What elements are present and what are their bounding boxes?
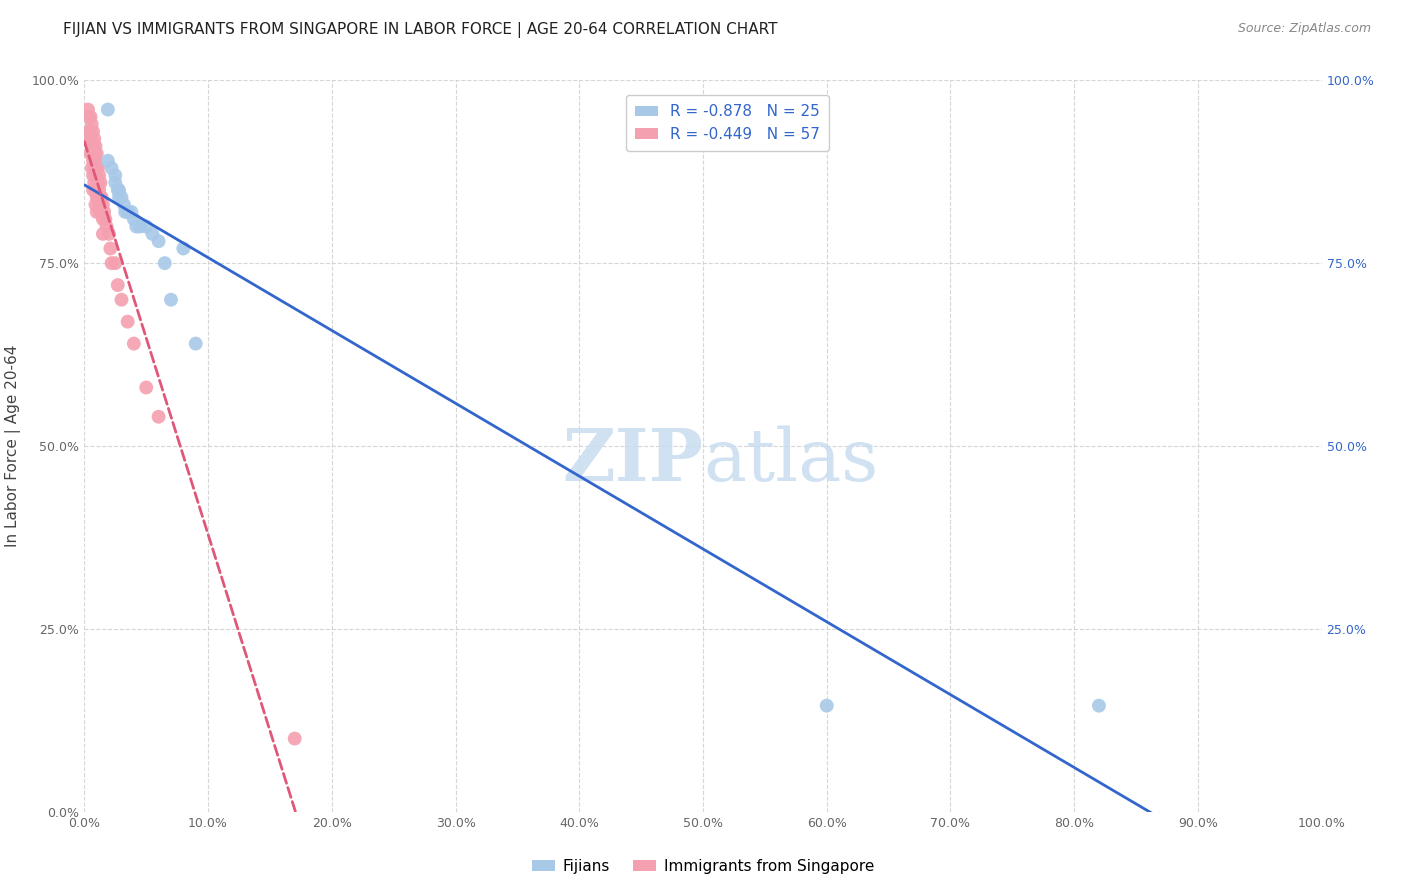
Point <box>79 146 101 161</box>
Point <box>82 139 104 153</box>
Point <box>89 197 111 211</box>
Point <box>112 197 135 211</box>
Point <box>82 153 104 168</box>
Point <box>82 183 104 197</box>
Point <box>80 146 103 161</box>
Point <box>125 219 148 234</box>
Point <box>84 139 107 153</box>
Point <box>110 293 132 307</box>
Point <box>79 124 101 138</box>
Point <box>172 242 194 256</box>
Point <box>107 183 129 197</box>
Point <box>120 205 142 219</box>
Point <box>77 103 100 117</box>
Point <box>80 161 103 175</box>
Point <box>98 242 121 256</box>
Point <box>104 176 127 190</box>
Point <box>94 212 117 227</box>
Point <box>104 169 127 183</box>
Point <box>107 278 129 293</box>
Point <box>91 212 114 227</box>
Point <box>93 205 115 219</box>
Text: ZIP: ZIP <box>562 425 703 496</box>
Legend: R = -0.878   N = 25, R = -0.449   N = 57: R = -0.878 N = 25, R = -0.449 N = 57 <box>626 95 830 152</box>
Point <box>135 219 157 234</box>
Point <box>90 190 112 204</box>
Point <box>153 256 176 270</box>
Point <box>98 227 121 241</box>
Text: atlas: atlas <box>703 425 879 496</box>
Point <box>82 169 104 183</box>
Point <box>79 110 101 124</box>
Point <box>82 124 104 138</box>
Point <box>122 212 145 227</box>
Point <box>79 132 101 146</box>
Point <box>135 380 157 394</box>
Point <box>86 190 108 204</box>
Point <box>160 293 183 307</box>
Point <box>1088 698 1111 713</box>
Point <box>87 161 110 175</box>
Point <box>79 124 101 138</box>
Point <box>97 153 120 168</box>
Point <box>89 169 111 183</box>
Point <box>83 176 105 190</box>
Point <box>86 161 108 175</box>
Point <box>91 227 114 241</box>
Point <box>104 256 127 270</box>
Point <box>100 161 122 175</box>
Point <box>108 190 131 204</box>
Point <box>148 409 170 424</box>
Point <box>87 176 110 190</box>
Point <box>80 132 103 146</box>
Point <box>100 256 122 270</box>
Y-axis label: In Labor Force | Age 20-64: In Labor Force | Age 20-64 <box>4 345 21 547</box>
Point <box>117 205 139 219</box>
Point <box>91 197 114 211</box>
Point <box>114 205 136 219</box>
Point <box>87 190 110 204</box>
Point <box>284 731 307 746</box>
Point <box>79 110 101 124</box>
Point <box>86 205 108 219</box>
Point <box>110 190 132 204</box>
Point <box>84 153 107 168</box>
Point <box>80 117 103 131</box>
Point <box>117 315 139 329</box>
Point <box>148 234 170 248</box>
Point <box>141 227 163 241</box>
Point <box>86 146 108 161</box>
Text: Source: ZipAtlas.com: Source: ZipAtlas.com <box>1237 22 1371 36</box>
Point <box>815 698 838 713</box>
Point <box>84 197 107 211</box>
Point <box>89 190 111 204</box>
Point <box>83 146 105 161</box>
Point <box>89 205 111 219</box>
Text: FIJIAN VS IMMIGRANTS FROM SINGAPORE IN LABOR FORCE | AGE 20-64 CORRELATION CHART: FIJIAN VS IMMIGRANTS FROM SINGAPORE IN L… <box>63 22 778 38</box>
Point <box>122 336 145 351</box>
Point <box>84 169 107 183</box>
Point <box>184 336 207 351</box>
Point <box>89 176 111 190</box>
Point <box>108 183 131 197</box>
Point <box>83 161 105 175</box>
Point <box>129 219 152 234</box>
Point <box>84 183 107 197</box>
Point <box>83 132 105 146</box>
Point <box>89 183 111 197</box>
Point <box>86 176 108 190</box>
Legend: Fijians, Immigrants from Singapore: Fijians, Immigrants from Singapore <box>526 853 880 880</box>
Point <box>97 103 120 117</box>
Point <box>96 219 118 234</box>
